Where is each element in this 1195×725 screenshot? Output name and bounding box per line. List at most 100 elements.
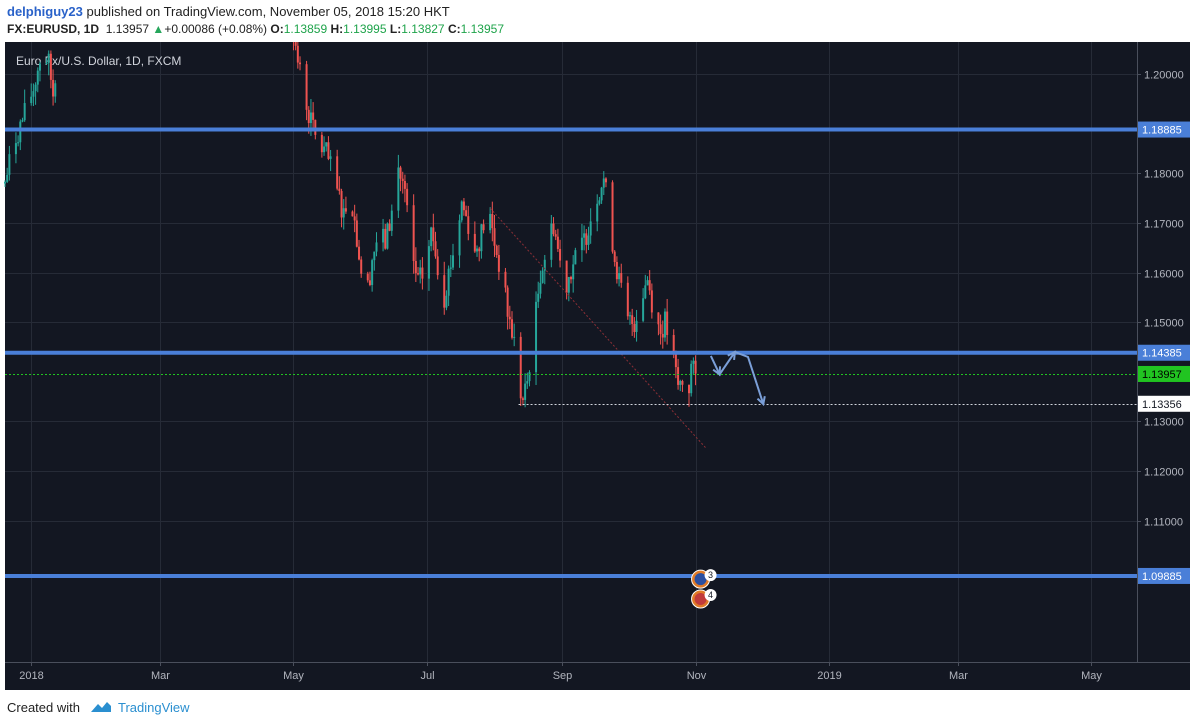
level-price-label-bg (1138, 121, 1190, 138)
candle-body (388, 223, 391, 231)
candle-body (589, 221, 592, 236)
time-tick-label: 2018 (19, 670, 43, 682)
candle-body (567, 276, 570, 293)
candle-body (314, 119, 317, 135)
price-tick-label: 1.11000 (1144, 517, 1183, 529)
candle-body (19, 121, 22, 143)
candle-body (677, 367, 680, 385)
candle-body (556, 236, 559, 249)
candle-body (458, 220, 461, 256)
candle-body (528, 372, 531, 382)
candle-body (690, 363, 693, 394)
low-marker-label: 1.13356 (1142, 399, 1182, 411)
candle-body (338, 188, 341, 191)
projection-arrowhead (756, 396, 766, 407)
author-link[interactable]: delphiguy23 (7, 4, 83, 19)
candle-body (417, 273, 420, 275)
price-axis[interactable]: 1.20000 1.18000 1.17000 1.16000 1.15000 1.130… (1137, 70, 1190, 584)
candle-body (384, 228, 387, 249)
candle-body (14, 143, 17, 155)
candle-body (672, 334, 675, 353)
candle-body (633, 323, 636, 332)
candle-body (650, 290, 653, 313)
time-tick-label: Mar (949, 670, 968, 682)
last-price: 1.13957 (105, 22, 150, 36)
price-tick-label: 1.16000 (1144, 269, 1184, 281)
price-change: +0.00086 (+0.08%) (164, 22, 268, 36)
candle-body (565, 260, 568, 293)
candle-body (419, 267, 422, 275)
candle-body (620, 273, 623, 283)
candle-body (23, 103, 26, 121)
candle-body (447, 268, 450, 296)
candle-body (336, 156, 339, 189)
candle-body (495, 245, 498, 255)
candle-body (626, 282, 629, 317)
news-events[interactable]: 34 (691, 569, 717, 609)
candle-body (635, 320, 638, 332)
low-marker-label-bg (1138, 395, 1190, 412)
candle-body (674, 352, 677, 368)
event-count-badge[interactable] (704, 569, 717, 582)
candle-body (355, 220, 358, 247)
open-label: O: (270, 22, 284, 36)
candle-body (45, 63, 48, 65)
candle-body (629, 315, 632, 317)
candle-body (353, 216, 356, 221)
event-count-badge[interactable] (704, 589, 717, 602)
candle-body (38, 63, 41, 71)
candle-body (535, 301, 538, 373)
candle-body (679, 381, 682, 385)
candle-body (467, 216, 470, 234)
time-tick-label: 2019 (817, 670, 841, 682)
candle-body (21, 120, 24, 122)
candle-body (375, 242, 378, 252)
candle-body (399, 167, 402, 179)
candle-body (406, 188, 409, 206)
candle-body (397, 167, 400, 211)
event-flag-icon[interactable] (694, 573, 707, 586)
trendline (489, 207, 707, 450)
time-axis[interactable]: 2018 Mar May Jul Sep Nov 2019 Mar May (19, 662, 1102, 682)
candle-body (642, 298, 645, 321)
candle-body (648, 280, 651, 291)
candle-body (615, 261, 618, 280)
level-price-label: 1.14385 (1142, 348, 1182, 360)
time-tick-label: May (283, 670, 304, 682)
time-tick-label: Jul (420, 670, 434, 682)
candle-body (663, 311, 666, 338)
candle-body (541, 270, 544, 283)
candle-body (47, 53, 50, 64)
candle-body (445, 295, 448, 308)
candle-body (4, 181, 6, 184)
time-tick-label: Sep (553, 670, 573, 682)
event-flag-icon[interactable] (694, 593, 707, 606)
candle-body (510, 319, 513, 338)
candle-body (329, 156, 332, 159)
event-count-label[interactable]: 4 (708, 590, 713, 600)
price-chart[interactable]: Euro Fx/U.S. Dollar, 1D, FXCM 1.20000 1.1… (0, 0, 1195, 690)
candle-body (296, 45, 299, 63)
candle-body (480, 224, 483, 252)
event-count-label[interactable]: 3 (708, 570, 713, 580)
candle-body (572, 264, 575, 280)
drawings (5, 127, 1137, 578)
candle-body (497, 254, 500, 272)
candle-body (659, 324, 662, 334)
candle-body (451, 255, 454, 268)
candle-body (373, 251, 376, 261)
candle-body (299, 62, 302, 65)
candle-body (323, 146, 326, 153)
candle-body (688, 384, 691, 394)
chart-title: Euro Fx/U.S. Dollar, 1D, FXCM (16, 54, 181, 68)
candle-body (386, 223, 389, 249)
candle-body (320, 134, 323, 153)
candle-body (360, 259, 363, 274)
candle-body (631, 315, 634, 324)
tradingview-brand-link[interactable]: TradingView (118, 700, 190, 715)
candle-body (552, 223, 555, 235)
candle-body (493, 228, 496, 246)
tradingview-cloud-icon (91, 702, 111, 712)
candle-body (519, 336, 522, 399)
candle-body (611, 182, 614, 252)
